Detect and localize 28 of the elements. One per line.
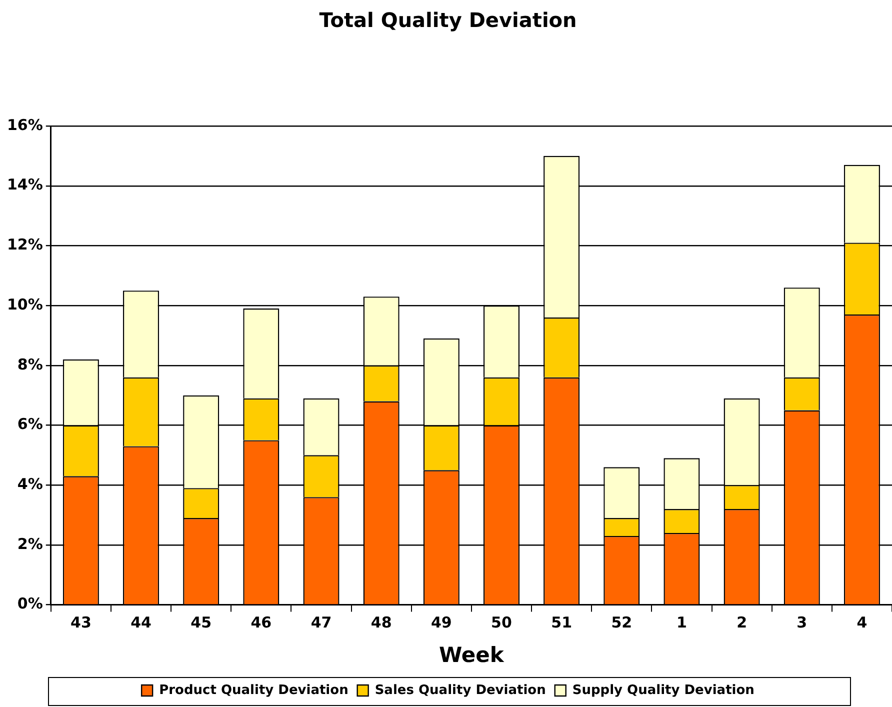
x-tick-label: 3 xyxy=(796,614,808,632)
x-tick-label: 4 xyxy=(856,614,868,632)
x-tick-label: 49 xyxy=(430,614,452,632)
chart-title: Total Quality Deviation xyxy=(319,8,577,32)
y-tick-label: 0% xyxy=(17,594,43,613)
y-tick-label: 8% xyxy=(17,355,43,374)
x-tick-label: 52 xyxy=(611,614,632,632)
y-tick-label: 4% xyxy=(17,474,43,493)
y-tick-label: 10% xyxy=(6,295,43,314)
legend-label: Supply Quality Deviation xyxy=(572,682,754,698)
x-tick-label: 51 xyxy=(551,614,572,632)
x-tick-label: 45 xyxy=(190,614,212,632)
y-tick-label: 6% xyxy=(17,415,43,434)
x-tick-label: 46 xyxy=(250,614,272,632)
x-tick-label: 47 xyxy=(310,614,332,632)
x-tick-label: 43 xyxy=(70,614,92,632)
x-tick-label: 2 xyxy=(736,614,748,632)
legend-label: Sales Quality Deviation xyxy=(374,682,546,698)
x-tick-label: 1 xyxy=(676,614,687,632)
y-tick-label: 12% xyxy=(6,236,43,254)
y-tick-label: 14% xyxy=(6,176,43,194)
x-axis-title: Week xyxy=(439,642,505,667)
legend-label: Product Quality Deviation xyxy=(159,682,348,698)
y-tick-label: 16% xyxy=(6,116,43,134)
x-tick-label: 44 xyxy=(130,614,152,632)
x-tick-label: 48 xyxy=(370,614,392,632)
y-tick-label: 2% xyxy=(17,534,43,553)
x-tick-label: 50 xyxy=(491,614,512,632)
